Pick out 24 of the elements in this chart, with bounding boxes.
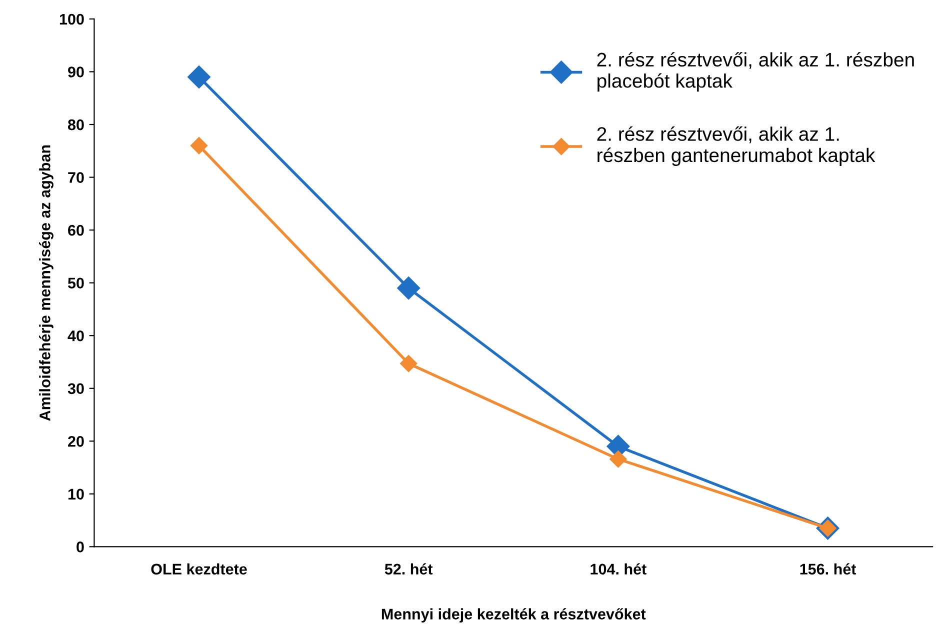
x-tick-label: OLE kezdtete (151, 563, 247, 575)
x-tick-label: 156. hét (800, 563, 856, 575)
y-tick-label: 0 (76, 542, 84, 552)
y-axis-title: Amiloidfehérje mennyisége az agyban (38, 145, 54, 421)
y-tick-label: 80 (68, 119, 84, 130)
y-tick-label: 70 (68, 172, 84, 183)
y-tick-label: 60 (68, 224, 84, 236)
point (610, 450, 627, 468)
point (397, 276, 420, 300)
point (400, 355, 418, 372)
x-axis-title: Mennyi ideje kezelték a résztvevőket (382, 608, 646, 623)
legend-label: 2. rész résztvevői, akik az 1. részben gantenerumabot kaptak (597, 126, 876, 166)
legend-label: 2. rész résztvevői, akik az 1. részben placebót kaptak (597, 52, 914, 92)
x-tick-label: 104. hét (590, 563, 646, 575)
y-tick-label: 100 (60, 14, 84, 25)
y-tick-label: 10 (68, 488, 84, 500)
point (188, 66, 210, 89)
point (190, 137, 208, 154)
y-tick-label: 50 (68, 278, 84, 289)
y-tick-label: 30 (68, 383, 84, 394)
y-tick-label: 90 (68, 66, 84, 78)
y-tick-label: 20 (68, 436, 84, 447)
x-tick-label: 52. hét (384, 563, 433, 575)
y-tick-label: 40 (68, 330, 84, 342)
